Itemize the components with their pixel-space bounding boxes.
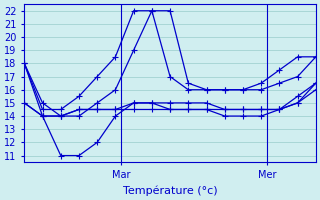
X-axis label: Température (°c): Température (°c): [123, 185, 217, 196]
